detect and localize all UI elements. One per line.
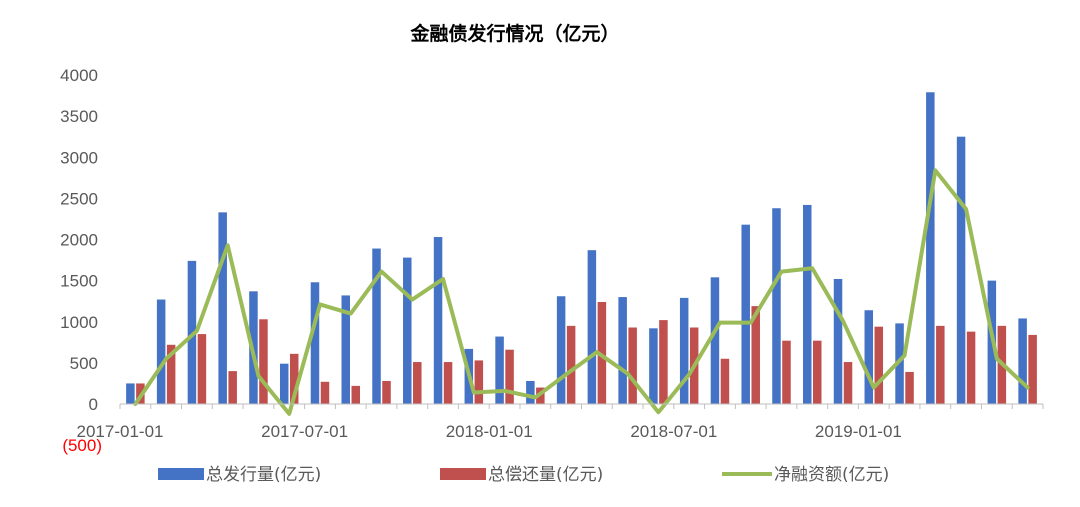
bar-issuance (279, 363, 289, 404)
bar-issuance (803, 204, 812, 404)
x-tick-label: 2018-01-01 (446, 422, 533, 441)
legend-repayment-swatch (440, 468, 486, 480)
x-tick-label: 2019-01-01 (815, 422, 902, 441)
legend-issuance-swatch (158, 468, 204, 480)
bar-repayment (443, 362, 453, 404)
bar-issuance (1018, 318, 1027, 404)
legend-issuance-label: 总发行量(亿元) (206, 465, 321, 485)
bar-issuance (926, 92, 935, 405)
bar-issuance (218, 212, 227, 404)
bar-issuance (495, 336, 504, 404)
legend-net-financing-label: 净融资额(亿元) (774, 465, 889, 485)
bar-issuance (833, 278, 843, 404)
bar-issuance (772, 208, 781, 404)
y-tick-label: 500 (70, 354, 98, 373)
bar-repayment (289, 353, 299, 404)
bar-repayment (966, 331, 976, 404)
bar-issuance (710, 277, 720, 404)
y-tick-label: 3000 (60, 148, 98, 167)
bar-repayment (659, 320, 668, 404)
y-tick-label: 1500 (60, 272, 98, 291)
bar-issuance (372, 248, 381, 404)
bar-repayment (813, 340, 822, 404)
x-tick-label: 2018-07-01 (630, 422, 717, 441)
bar-issuance (341, 295, 350, 404)
bar-repayment (320, 381, 330, 404)
bar-repayment (936, 325, 945, 404)
bar-repayment (597, 302, 607, 404)
line-net-financing (133, 168, 1030, 416)
bar-repayment (843, 362, 853, 404)
bar-issuance (403, 257, 412, 404)
bar-issuance (156, 299, 166, 404)
bar-issuance (864, 310, 874, 404)
bar-repayment (751, 306, 760, 404)
plot-area (126, 92, 1037, 416)
axes: 40003500300025002000150010005000(500)201… (60, 66, 1044, 455)
bar-issuance (433, 237, 443, 404)
bar-repayment (628, 327, 637, 404)
bar-repayment (228, 371, 237, 404)
bar-issuance (587, 250, 597, 404)
y-tick-label: 1000 (60, 313, 98, 332)
x-tick-label: 2017-01-01 (77, 422, 164, 441)
bar-issuance (679, 297, 689, 404)
y-tick-label: 2500 (60, 189, 98, 208)
y-tick-label: 2000 (60, 231, 98, 250)
y-tick-label: 0 (89, 395, 98, 414)
bar-repayment (874, 326, 884, 404)
bar-issuance (956, 136, 966, 404)
y-tick-label: 3500 (60, 107, 98, 126)
legend: 总发行量(亿元) 总偿还量(亿元) 净融资额(亿元) (158, 465, 889, 485)
bar-repayment (1028, 334, 1037, 404)
legend-repayment-label: 总偿还量(亿元) (488, 465, 603, 485)
bar-issuance (187, 260, 197, 404)
y-tick-label: 4000 (60, 66, 98, 85)
bar-issuance (618, 297, 627, 404)
bar-repayment (197, 334, 207, 404)
bar-repayment (566, 325, 576, 404)
bar-issuance (126, 383, 135, 404)
y-tick-label: (500) (62, 436, 102, 455)
bar-repayment (720, 358, 730, 404)
bar-repayment (782, 340, 791, 404)
bar-issuance (310, 282, 320, 404)
bar-issuance (556, 296, 566, 404)
bar-repayment (259, 319, 268, 404)
bar-repayment (474, 360, 484, 404)
bar-repayment (413, 362, 422, 404)
bar-issuance (526, 380, 535, 404)
bar-repayment (166, 344, 176, 404)
bar-issuance (741, 224, 750, 404)
chart-title: 金融债发行情况（亿元） (409, 22, 619, 45)
bar-issuance (649, 328, 658, 404)
bar-repayment (505, 349, 514, 404)
bar-issuance (895, 323, 904, 404)
bar-repayment (382, 380, 391, 404)
x-tick-label: 2017-07-01 (261, 422, 348, 441)
bar-repayment (351, 385, 360, 404)
bar-repayment (905, 371, 914, 404)
